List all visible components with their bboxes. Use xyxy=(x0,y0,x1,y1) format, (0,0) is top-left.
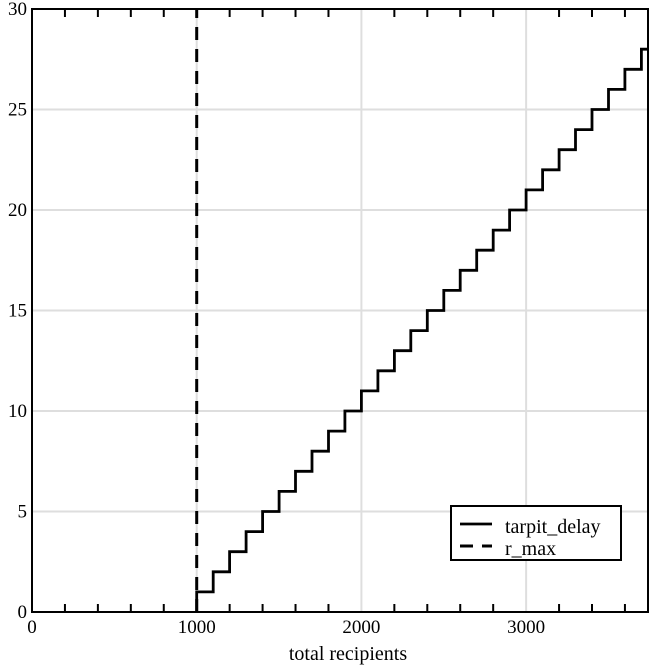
x-axis-label: total recipients xyxy=(289,643,408,665)
legend-label-tarpit_delay: tarpit_delay xyxy=(505,516,601,538)
x-tick-label-0: 0 xyxy=(27,617,37,638)
y-tick-label-10: 10 xyxy=(8,401,27,422)
x-tick-label-1000: 1000 xyxy=(178,617,216,638)
y-tick-label-15: 15 xyxy=(8,301,27,322)
plot-border xyxy=(31,8,649,613)
axis-label-layer: 0 1000 2000 3000 0 5 10 15 20 25 30 xyxy=(8,0,545,638)
y-tick-label-25: 25 xyxy=(8,100,27,121)
y-tick-label-5: 5 xyxy=(18,502,28,523)
series-layer xyxy=(195,9,648,612)
y-tick-label-20: 20 xyxy=(8,200,27,221)
grid-layer xyxy=(32,9,648,612)
x-tick-label-3000: 3000 xyxy=(507,617,545,638)
legend-label-r_max: r_max xyxy=(505,538,556,560)
border-layer xyxy=(31,8,649,613)
tick-layer xyxy=(63,10,626,611)
series-tarpit_delay xyxy=(195,47,648,612)
y-tick-label-30: 30 xyxy=(8,0,27,20)
x-tick-label-2000: 2000 xyxy=(342,617,380,638)
y-tick-label-0: 0 xyxy=(18,602,28,623)
legend-box xyxy=(450,505,622,561)
